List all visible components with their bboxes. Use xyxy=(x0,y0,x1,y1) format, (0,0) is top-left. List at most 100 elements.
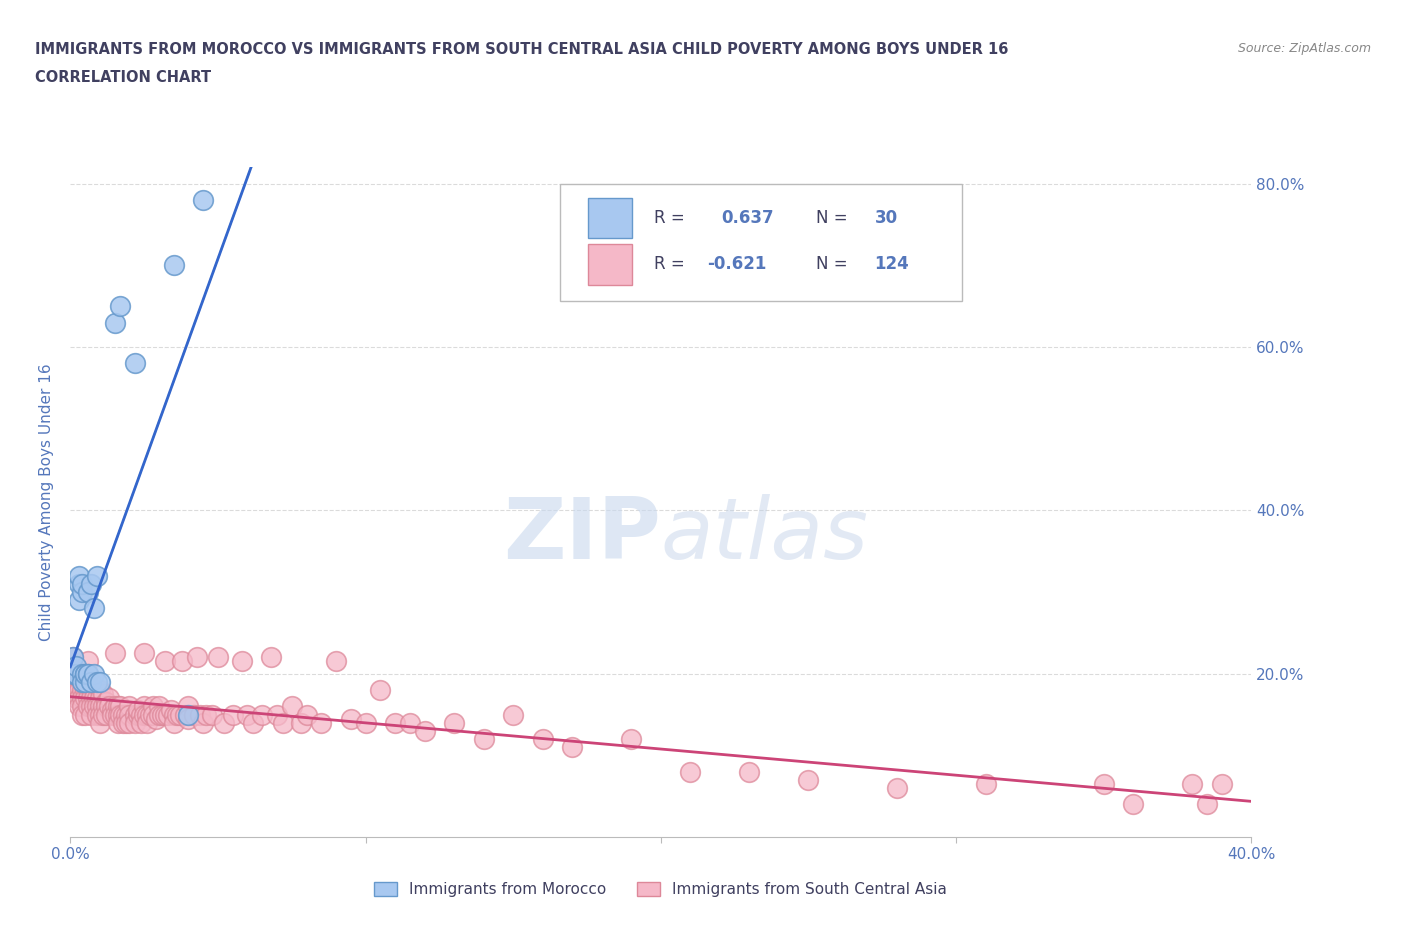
Point xyxy=(974,777,997,791)
Point xyxy=(236,707,259,722)
Text: N =: N = xyxy=(815,208,848,227)
Point xyxy=(118,707,141,722)
Point xyxy=(502,707,524,722)
Point xyxy=(62,666,84,681)
Point xyxy=(75,674,96,689)
Point xyxy=(188,707,211,722)
Point xyxy=(77,585,100,600)
Point xyxy=(80,691,103,706)
Point xyxy=(118,715,141,730)
Point xyxy=(65,691,87,706)
Point xyxy=(177,707,200,722)
Point xyxy=(124,707,146,722)
Point xyxy=(86,707,108,722)
Point xyxy=(65,674,87,689)
Point xyxy=(1092,777,1115,791)
Point xyxy=(309,715,333,730)
Point xyxy=(201,707,224,722)
Point xyxy=(127,707,149,722)
Point xyxy=(75,691,96,706)
Point xyxy=(399,715,422,730)
Point xyxy=(112,707,135,722)
Point xyxy=(145,711,167,726)
Point xyxy=(174,707,197,722)
Point xyxy=(207,650,229,665)
Point xyxy=(531,732,554,747)
Point xyxy=(177,711,200,726)
Point xyxy=(186,650,208,665)
Point xyxy=(472,732,495,747)
Point xyxy=(75,683,96,698)
Text: Source: ZipAtlas.com: Source: ZipAtlas.com xyxy=(1237,42,1371,55)
Point xyxy=(80,707,103,722)
Point xyxy=(129,707,152,722)
Point xyxy=(83,683,105,698)
Point xyxy=(124,715,146,730)
Point xyxy=(100,707,122,722)
Point xyxy=(110,699,132,714)
Point xyxy=(166,707,188,722)
Point xyxy=(86,691,108,706)
Point xyxy=(62,650,84,665)
Point xyxy=(281,699,304,714)
Point xyxy=(124,356,146,371)
Point xyxy=(260,650,283,665)
Point xyxy=(1211,777,1233,791)
Text: atlas: atlas xyxy=(661,494,869,578)
Text: IMMIGRANTS FROM MOROCCO VS IMMIGRANTS FROM SOUTH CENTRAL ASIA CHILD POVERTY AMON: IMMIGRANTS FROM MOROCCO VS IMMIGRANTS FR… xyxy=(35,42,1008,57)
Point xyxy=(620,732,643,747)
Point xyxy=(295,707,318,722)
Point xyxy=(67,691,90,706)
Point xyxy=(67,699,90,714)
Point xyxy=(80,683,103,698)
Point xyxy=(384,715,406,730)
Point xyxy=(129,715,152,730)
Point xyxy=(94,707,117,722)
Point xyxy=(132,699,156,714)
Point xyxy=(83,601,105,616)
Point xyxy=(89,715,111,730)
Point xyxy=(67,683,90,698)
Point xyxy=(222,707,245,722)
Point xyxy=(136,707,159,722)
Point xyxy=(142,699,165,714)
Point xyxy=(75,666,96,681)
Point xyxy=(89,691,111,706)
Point xyxy=(679,764,702,779)
Point xyxy=(100,703,122,718)
Point xyxy=(172,654,194,669)
Point xyxy=(195,707,218,722)
Point xyxy=(738,764,761,779)
Point xyxy=(132,707,156,722)
Point xyxy=(212,715,235,730)
Point xyxy=(354,715,377,730)
Point xyxy=(153,707,176,722)
Point xyxy=(67,592,90,607)
Point xyxy=(89,674,111,689)
Point xyxy=(97,691,120,706)
Point xyxy=(368,683,391,698)
Y-axis label: Child Poverty Among Boys Under 16: Child Poverty Among Boys Under 16 xyxy=(39,364,55,641)
Point xyxy=(139,707,162,722)
Point xyxy=(156,707,179,722)
Point xyxy=(1181,777,1204,791)
Point xyxy=(70,699,93,714)
Point xyxy=(83,666,105,681)
Point xyxy=(266,707,288,722)
Point xyxy=(77,666,100,681)
Point xyxy=(132,645,156,660)
Point xyxy=(107,699,129,714)
Text: 30: 30 xyxy=(875,208,897,227)
Point xyxy=(107,707,129,722)
Point xyxy=(325,654,347,669)
Point xyxy=(70,674,93,689)
Point xyxy=(290,715,312,730)
Point xyxy=(104,707,127,722)
Point xyxy=(67,679,90,694)
Point xyxy=(148,699,170,714)
Point xyxy=(65,658,87,673)
Point xyxy=(97,699,120,714)
Point xyxy=(112,715,135,730)
Point xyxy=(80,577,103,591)
Point xyxy=(83,691,105,706)
